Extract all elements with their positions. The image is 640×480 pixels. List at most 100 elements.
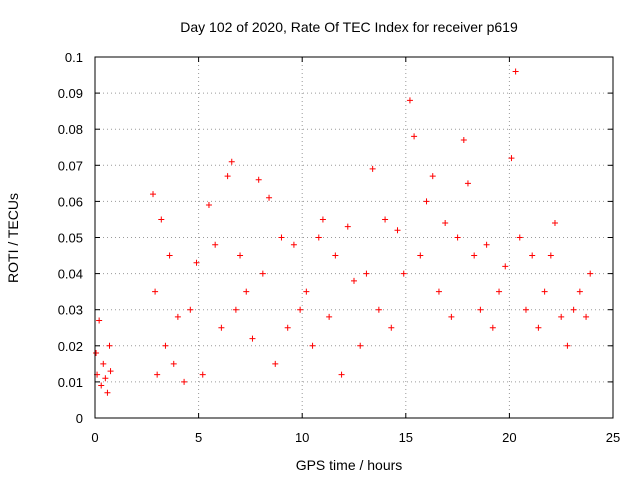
x-tick-label: 10 [295, 430, 309, 445]
data-point [174, 313, 181, 320]
data-point [158, 216, 165, 223]
data-point [417, 252, 424, 259]
data-point [454, 234, 461, 241]
x-tick-label: 0 [91, 430, 98, 445]
data-point [170, 360, 177, 367]
y-tick-label: 0.06 [58, 194, 83, 209]
data-point [259, 270, 266, 277]
data-point [429, 173, 436, 180]
data-point [529, 252, 536, 259]
data-point [224, 173, 231, 180]
data-point [400, 270, 407, 277]
data-point [435, 288, 442, 295]
y-tick-label: 0.1 [65, 50, 83, 65]
data-point [357, 342, 364, 349]
data-point [96, 317, 103, 324]
y-tick-label: 0.05 [58, 231, 83, 246]
data-point [100, 360, 107, 367]
data-point [564, 342, 571, 349]
data-point [297, 306, 304, 313]
data-point [319, 216, 326, 223]
data-point [363, 270, 370, 277]
data-point [303, 288, 310, 295]
data-point [576, 288, 583, 295]
data-point [477, 306, 484, 313]
data-point [406, 97, 413, 104]
data-point [237, 252, 244, 259]
data-point [181, 378, 188, 385]
data-point [551, 220, 558, 227]
data-point [102, 375, 109, 382]
data-point [199, 371, 206, 378]
data-point [489, 324, 496, 331]
data-point [152, 288, 159, 295]
data-point [570, 306, 577, 313]
y-tick-label: 0.04 [58, 267, 83, 282]
data-point [388, 324, 395, 331]
data-point [382, 216, 389, 223]
y-tick-label: 0.01 [58, 375, 83, 390]
data-point [193, 259, 200, 266]
plot-frame [94, 56, 614, 419]
data-point [411, 133, 418, 140]
data-point [508, 155, 515, 162]
data-point [228, 158, 235, 165]
data-point [502, 263, 509, 270]
y-tick-label: 0.09 [58, 86, 83, 101]
data-point [471, 252, 478, 259]
data-point [423, 198, 430, 205]
y-tick-label: 0.03 [58, 303, 83, 318]
data-point [547, 252, 554, 259]
data-point [218, 324, 225, 331]
data-point [150, 191, 157, 198]
data-point [290, 241, 297, 248]
data-point [375, 306, 382, 313]
x-tick-label: 25 [606, 430, 620, 445]
x-tick-label: 20 [502, 430, 516, 445]
data-point [338, 371, 345, 378]
data-point [278, 234, 285, 241]
data-point [284, 324, 291, 331]
y-tick-label: 0.08 [58, 122, 83, 137]
data-point [442, 220, 449, 227]
data-point [558, 313, 565, 320]
data-point [243, 288, 250, 295]
data-point [351, 277, 357, 284]
y-tick-label: 0 [76, 411, 83, 426]
data-point [522, 306, 529, 313]
data-point [232, 306, 239, 313]
data-point [464, 180, 471, 187]
axis-ticks: 0 5 10 15 20 25 0 0.01 0.02 0.03 0.04 0.05 0.06 0.07 0… [58, 50, 621, 445]
data-point [166, 252, 173, 259]
data-point [535, 324, 542, 331]
data-point [496, 288, 503, 295]
data-point [512, 68, 519, 75]
x-axis-label: GPS time / hours [296, 457, 403, 473]
data-point [104, 389, 111, 396]
data-point [154, 371, 161, 378]
x-tick-label: 15 [399, 430, 413, 445]
data-point [583, 313, 590, 320]
data-point [162, 342, 169, 349]
data-point [541, 288, 548, 295]
data-point [448, 313, 455, 320]
y-tick-label: 0.02 [58, 339, 83, 354]
data-point [255, 176, 262, 183]
data-point [266, 194, 273, 201]
data-point [93, 350, 100, 357]
data-points [93, 68, 594, 396]
data-point [326, 313, 333, 320]
data-point [587, 270, 594, 277]
data-point [187, 306, 194, 313]
data-point [107, 368, 114, 375]
data-point [106, 342, 113, 349]
grid-lines [95, 57, 613, 418]
data-point [212, 241, 219, 248]
data-point [369, 165, 376, 172]
data-point [205, 202, 212, 209]
y-axis-label: ROTI / TECUs [5, 193, 21, 283]
x-tick-label: 5 [195, 430, 202, 445]
data-point [394, 227, 401, 234]
chart-title: Day 102 of 2020, Rate Of TEC Index for r… [180, 19, 518, 35]
